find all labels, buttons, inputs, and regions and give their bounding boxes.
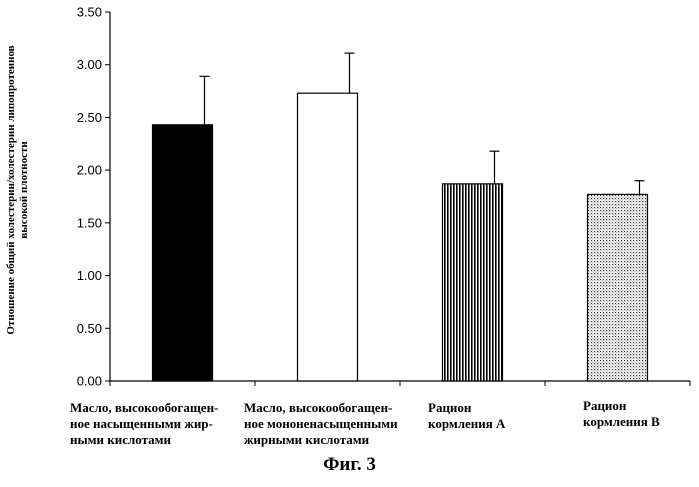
category-label-2-line-3: жирными кислотами	[244, 432, 398, 448]
y-axis-label-line-1: Отношение общий холестерин/холестерин ли…	[5, 45, 18, 334]
category-label-1-line-2: ное насыщенными жир-	[70, 416, 218, 432]
bars	[153, 93, 648, 381]
y-tick-label: 3.00	[77, 57, 102, 72]
category-label-4-line-2: кормления В	[583, 414, 660, 430]
y-axis-label-line-2: высокой плотности	[18, 45, 31, 334]
category-label-1-line-1: Масло, высокообогащен-	[70, 400, 218, 416]
category-label-3: Рацион кормления А	[428, 400, 505, 432]
error-bars	[200, 53, 645, 194]
figure-caption: Фиг. 3	[0, 454, 699, 476]
y-tick-label: 3.50	[77, 5, 102, 20]
category-label-4-line-1: Рацион	[583, 398, 660, 414]
bar	[298, 93, 358, 381]
bar	[588, 194, 648, 381]
category-label-4: Рацион кормления В	[583, 398, 660, 430]
y-tick-label: 1.00	[77, 268, 102, 283]
category-label-3-line-1: Рацион	[428, 400, 505, 416]
category-label-2: Масло, высокообогащен- ное мононенасыщен…	[244, 400, 398, 448]
bar	[153, 125, 213, 381]
y-tick-label: 0.50	[77, 321, 102, 336]
y-tick-label: 2.00	[77, 163, 102, 178]
y-tick-label: 0.00	[77, 374, 102, 389]
bar	[443, 184, 503, 381]
y-tick-label: 2.50	[77, 110, 102, 125]
y-tick-label: 1.50	[77, 215, 102, 230]
category-label-2-line-2: ное мононенасыщенными	[244, 416, 398, 432]
category-label-2-line-1: Масло, высокообогащен-	[244, 400, 398, 416]
y-tick-labels: 0.00 0.50 1.00 1.50 2.00 2.50 3.00 3.50	[77, 5, 102, 389]
category-label-1: Масло, высокообогащен- ное насыщенными ж…	[70, 400, 218, 448]
category-label-3-line-2: кормления А	[428, 416, 505, 432]
category-label-1-line-3: ными кислотами	[70, 432, 218, 448]
